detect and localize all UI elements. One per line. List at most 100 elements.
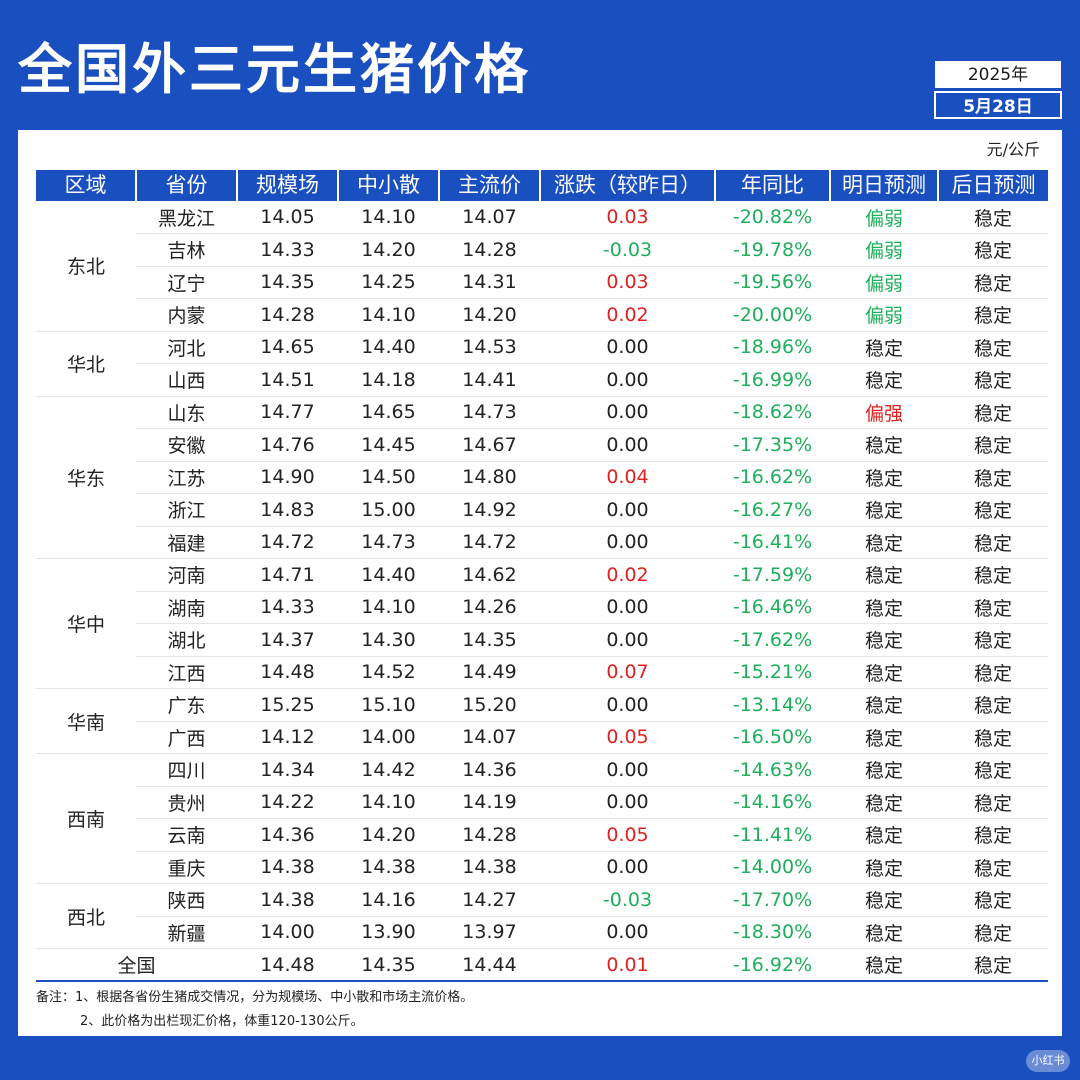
main-price: 13.97 bbox=[439, 916, 540, 949]
main-price: 14.73 bbox=[439, 396, 540, 429]
province-cell: 江西 bbox=[136, 656, 237, 689]
change-cell: 0.00 bbox=[540, 396, 715, 429]
table-row: 湖北 14.37 14.30 14.35 0.00 -17.62% 稳定 稳定 bbox=[36, 623, 1048, 657]
yoy-cell: -14.63% bbox=[715, 753, 830, 787]
table-row: 江西 14.48 14.52 14.49 0.07 -15.21% 稳定 稳定 bbox=[36, 656, 1048, 689]
province-cell: 安徽 bbox=[136, 428, 237, 462]
tomorrow-forecast: 稳定 bbox=[830, 331, 938, 364]
main-price: 14.07 bbox=[439, 201, 540, 234]
main-price: 14.41 bbox=[439, 363, 540, 397]
column-header: 省份 bbox=[136, 170, 238, 201]
tomorrow-forecast: 稳定 bbox=[830, 753, 938, 787]
main-price: 14.38 bbox=[439, 851, 540, 884]
tomorrow-forecast: 稳定 bbox=[830, 623, 938, 657]
price-card: 元/公斤 区域 省份 规模场 中小散 主流价 涨跌（较昨日） 年同比 明日预测 后日预测 东北黑… bbox=[18, 130, 1062, 1036]
column-header: 后日预测 bbox=[938, 170, 1048, 201]
tomorrow-forecast: 稳定 bbox=[830, 721, 938, 754]
small-farm-price: 14.45 bbox=[338, 428, 439, 462]
column-header: 年同比 bbox=[715, 170, 831, 201]
large-farm-price: 14.38 bbox=[237, 883, 338, 917]
day-after-forecast: 稳定 bbox=[938, 266, 1048, 299]
small-farm-price: 14.40 bbox=[338, 558, 439, 592]
yoy-cell: -16.46% bbox=[715, 591, 830, 624]
main-price: 14.20 bbox=[439, 298, 540, 332]
change-cell: 0.00 bbox=[540, 493, 715, 527]
table-row: 内蒙 14.28 14.10 14.20 0.02 -20.00% 偏弱 稳定 bbox=[36, 298, 1048, 332]
yoy-cell: -19.78% bbox=[715, 233, 830, 267]
tomorrow-forecast: 稳定 bbox=[830, 428, 938, 462]
column-header: 中小散 bbox=[338, 170, 440, 201]
tomorrow-forecast: 稳定 bbox=[830, 688, 938, 722]
change-cell: 0.07 bbox=[540, 656, 715, 689]
large-farm-price: 14.33 bbox=[237, 591, 338, 624]
yoy-cell: -18.62% bbox=[715, 396, 830, 429]
day-after-forecast: 稳定 bbox=[938, 363, 1048, 397]
table-row: 西南 四川 14.34 14.42 14.36 0.00 -14.63% 稳定 稳定 bbox=[36, 753, 1048, 884]
day-after-forecast: 稳定 bbox=[938, 331, 1048, 364]
tomorrow-forecast: 稳定 bbox=[830, 786, 938, 819]
change-cell: 0.05 bbox=[540, 818, 715, 852]
change-cell: 0.00 bbox=[540, 526, 715, 559]
change-cell: 0.00 bbox=[540, 916, 715, 949]
tomorrow-forecast: 稳定 bbox=[830, 948, 938, 982]
yoy-cell: -14.16% bbox=[715, 786, 830, 819]
column-header: 明日预测 bbox=[830, 170, 939, 201]
day-after-forecast: 稳定 bbox=[938, 201, 1048, 234]
province-cell: 江苏 bbox=[136, 461, 237, 494]
change-cell: 0.03 bbox=[540, 266, 715, 299]
province-cell: 广东 bbox=[136, 688, 237, 722]
region-cell: 华东 bbox=[36, 396, 136, 559]
page-title: 全国外三元生猪价格 bbox=[18, 38, 531, 101]
year-label: 2025年 bbox=[934, 60, 1062, 89]
table-row: 西北 陕西 14.38 14.16 14.27 -0.03 -17.70% 稳定 稳定 bbox=[36, 883, 1048, 949]
yoy-cell: -20.00% bbox=[715, 298, 830, 332]
large-farm-price: 14.71 bbox=[237, 558, 338, 592]
small-farm-price: 15.00 bbox=[338, 493, 439, 527]
unit-label: 元/公斤 bbox=[986, 140, 1040, 159]
yoy-cell: -20.82% bbox=[715, 201, 830, 234]
table-row: 华中 河南 14.71 14.40 14.62 0.02 -17.59% 稳定 稳定 bbox=[36, 558, 1048, 689]
date-box: 2025年 5月28日 bbox=[934, 60, 1062, 119]
province-cell: 新疆 bbox=[136, 916, 237, 949]
yoy-cell: -17.62% bbox=[715, 623, 830, 657]
day-after-forecast: 稳定 bbox=[938, 493, 1048, 527]
small-farm-price: 14.10 bbox=[338, 786, 439, 819]
tomorrow-forecast: 稳定 bbox=[830, 851, 938, 884]
small-farm-price: 14.18 bbox=[338, 363, 439, 397]
province-cell: 四川 bbox=[136, 753, 237, 787]
yoy-cell: -18.96% bbox=[715, 331, 830, 364]
day-after-forecast: 稳定 bbox=[938, 558, 1048, 592]
small-farm-price: 14.35 bbox=[338, 948, 439, 982]
large-farm-price: 14.48 bbox=[237, 948, 338, 982]
notes: 备注：1、根据各省份生猪成交情况，分为规模场、中小散和市场主流价格。 2、此价格… bbox=[36, 986, 473, 1034]
change-cell: 0.00 bbox=[540, 786, 715, 819]
small-farm-price: 14.40 bbox=[338, 331, 439, 364]
day-after-forecast: 稳定 bbox=[938, 818, 1048, 852]
table-row: 福建 14.72 14.73 14.72 0.00 -16.41% 稳定 稳定 bbox=[36, 526, 1048, 559]
main-price: 14.67 bbox=[439, 428, 540, 462]
change-cell: 0.00 bbox=[540, 688, 715, 722]
yoy-cell: -17.59% bbox=[715, 558, 830, 592]
tomorrow-forecast: 稳定 bbox=[830, 916, 938, 949]
main-price: 14.44 bbox=[439, 948, 540, 982]
yoy-cell: -15.21% bbox=[715, 656, 830, 689]
day-after-forecast: 稳定 bbox=[938, 721, 1048, 754]
table-row: 东北 黑龙江 14.05 14.10 14.07 0.03 -20.82% 偏弱 稳定 bbox=[36, 201, 1048, 332]
large-farm-price: 14.65 bbox=[237, 331, 338, 364]
day-after-forecast: 稳定 bbox=[938, 233, 1048, 267]
tomorrow-forecast: 偏弱 bbox=[830, 266, 938, 299]
province-cell: 河北 bbox=[136, 331, 237, 364]
table-row: 山西 14.51 14.18 14.41 0.00 -16.99% 稳定 稳定 bbox=[36, 363, 1048, 397]
main-price: 14.19 bbox=[439, 786, 540, 819]
province-cell: 重庆 bbox=[136, 851, 237, 884]
small-farm-price: 14.16 bbox=[338, 883, 439, 917]
day-after-forecast: 稳定 bbox=[938, 688, 1048, 722]
change-cell: 0.01 bbox=[540, 948, 715, 982]
change-cell: 0.05 bbox=[540, 721, 715, 754]
yoy-cell: -16.41% bbox=[715, 526, 830, 559]
small-farm-price: 14.52 bbox=[338, 656, 439, 689]
change-cell: 0.00 bbox=[540, 331, 715, 364]
main-price: 14.72 bbox=[439, 526, 540, 559]
note-line-1: 备注：1、根据各省份生猪成交情况，分为规模场、中小散和市场主流价格。 bbox=[36, 990, 474, 1005]
tomorrow-forecast: 稳定 bbox=[830, 656, 938, 689]
